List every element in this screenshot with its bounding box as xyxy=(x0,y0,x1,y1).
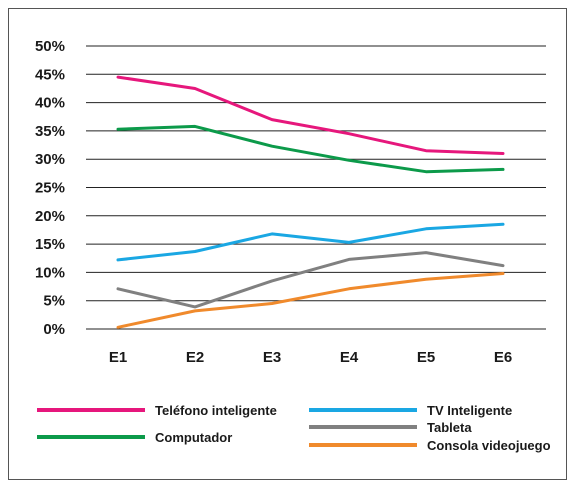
y-tick-label: 15% xyxy=(35,236,65,253)
series-line-4 xyxy=(116,272,505,329)
legend-label: Consola videojuego xyxy=(427,438,551,453)
y-tick-label: 0% xyxy=(43,321,65,338)
y-tick-label: 50% xyxy=(35,38,65,55)
x-tick-label: E1 xyxy=(109,349,127,366)
y-tick-label: 25% xyxy=(35,180,65,197)
y-tick-label: 30% xyxy=(35,151,65,168)
line-chart: 0% 5% 10% 15% 20% 25% 30% 35% 40% 45% 50% E1 E2 E3 E4… xyxy=(35,38,551,453)
series-line-3 xyxy=(116,251,505,309)
series-line-1 xyxy=(116,124,505,174)
y-tick-label: 20% xyxy=(35,208,65,225)
y-tick-label: 5% xyxy=(43,293,65,310)
gridlines xyxy=(86,45,546,330)
x-axis-ticks: E1 E2 E3 E4 E5 E6 xyxy=(109,349,512,366)
legend-label: TV Inteligente xyxy=(427,403,512,418)
legend-label: Tableta xyxy=(427,420,472,435)
y-tick-label: 35% xyxy=(35,123,65,140)
y-tick-label: 10% xyxy=(35,264,65,281)
legend-label: Teléfono inteligente xyxy=(155,403,277,418)
x-tick-label: E2 xyxy=(186,349,204,366)
series-line-2 xyxy=(116,222,505,262)
x-tick-label: E4 xyxy=(340,349,359,366)
x-tick-label: E3 xyxy=(263,349,281,366)
legend: Teléfono inteligente Computador TV Intelig… xyxy=(37,403,551,453)
series-line-0 xyxy=(116,75,505,155)
legend-label: Computador xyxy=(155,430,232,445)
x-tick-label: E5 xyxy=(417,349,435,366)
y-tick-label: 45% xyxy=(35,66,65,83)
x-tick-label: E6 xyxy=(494,349,512,366)
chart-frame: 0% 5% 10% 15% 20% 25% 30% 35% 40% 45% 50% E1 E2 E3 E4… xyxy=(8,8,567,480)
y-tick-label: 40% xyxy=(35,95,65,112)
series-lines xyxy=(116,75,505,329)
y-axis-ticks: 0% 5% 10% 15% 20% 25% 30% 35% 40% 45% 50% xyxy=(35,38,65,338)
